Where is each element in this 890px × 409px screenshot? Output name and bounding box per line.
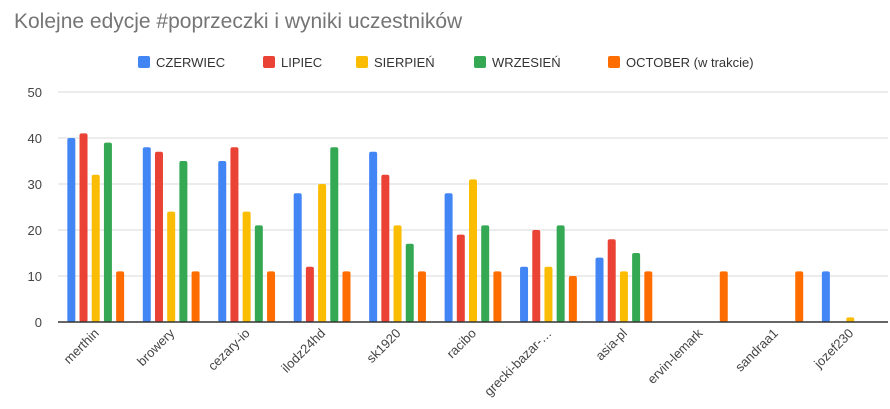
bar-czerwiec — [520, 266, 529, 322]
legend-swatch — [474, 56, 486, 68]
bar-lipiec — [154, 151, 163, 322]
chart-title: Kolejne edycje #poprzeczki i wyniki ucze… — [14, 10, 463, 33]
y-tick-label: 0 — [35, 315, 42, 330]
legend-swatch — [608, 56, 620, 68]
y-tick-label: 30 — [28, 177, 42, 192]
bar-czerwiec — [595, 257, 604, 322]
y-tick-label: 40 — [28, 131, 42, 146]
x-tick-label: cezary-io — [205, 326, 253, 374]
legend-swatch — [138, 56, 150, 68]
x-tick-label: ilodz24hd — [278, 326, 328, 376]
bar-october — [417, 271, 426, 322]
bar-october — [568, 276, 577, 322]
bar-sierpień — [846, 317, 855, 322]
legend-swatch — [356, 56, 368, 68]
x-tick-label: sandraa1 — [732, 326, 781, 375]
x-tick-label: grecki-bazar-… — [481, 326, 554, 399]
bar-wrzesień — [405, 243, 414, 322]
bar-sierpień — [619, 271, 628, 322]
bar-october — [342, 271, 351, 322]
bar-lipiec — [381, 174, 390, 322]
bar-october — [116, 271, 125, 322]
bar-sierpień — [167, 211, 176, 322]
bars-layer — [67, 133, 855, 322]
bar-sierpień — [91, 174, 100, 322]
x-tick-label: racibo — [443, 326, 479, 362]
legend-label: WRZESIEŃ — [492, 55, 561, 70]
bar-sierpień — [393, 225, 402, 322]
bar-czerwiec — [821, 271, 830, 322]
legend-label: SIERPIEŃ — [374, 55, 435, 70]
bar-lipiec — [532, 230, 541, 322]
y-tick-label: 50 — [28, 85, 42, 100]
legend-label: OCTOBER (w trakcie) — [626, 55, 754, 70]
bar-czerwiec — [218, 161, 227, 322]
bar-wrzesień — [103, 142, 112, 322]
bar-czerwiec — [293, 193, 302, 322]
x-tick-label: asia-pl — [592, 325, 630, 363]
bar-wrzesień — [330, 147, 339, 322]
bar-sierpień — [469, 179, 477, 322]
bar-czerwiec — [142, 147, 151, 322]
bar-lipiec — [305, 266, 314, 322]
bar-october — [795, 271, 804, 322]
x-tick-label: merthin — [61, 326, 102, 367]
y-tick-label: 10 — [28, 269, 42, 284]
bar-october — [267, 271, 276, 322]
bar-october — [644, 271, 653, 322]
bar-czerwiec — [444, 193, 453, 322]
bar-october — [191, 271, 200, 322]
bar-sierpień — [318, 184, 327, 322]
bar-lipiec — [230, 147, 239, 322]
bar-wrzesień — [632, 253, 641, 322]
bar-lipiec — [456, 234, 465, 322]
bar-wrzesień — [481, 225, 490, 322]
bar-lipiec — [79, 133, 88, 322]
x-tick-label: browery — [134, 325, 178, 369]
bar-october — [493, 271, 502, 322]
x-tick-label: sk1920 — [363, 326, 403, 366]
bar-october — [719, 271, 728, 322]
bar-wrzesień — [254, 225, 263, 322]
y-tick-label: 20 — [28, 223, 42, 238]
x-tick-label: ervin-lemark — [644, 325, 706, 387]
bar-sierpień — [242, 211, 251, 322]
x-tick-label: jozef230 — [810, 326, 856, 372]
legend-label: CZERWIEC — [156, 55, 225, 70]
legend-swatch — [263, 56, 275, 68]
legend-label: LIPIEC — [281, 55, 322, 70]
legend: CZERWIEC LIPIEC SIERPIEŃ WRZESIEŃ OCTOBER (w… — [138, 55, 754, 70]
bar-wrzesień — [179, 161, 188, 322]
bar-lipiec — [607, 239, 616, 322]
bar-czerwiec — [369, 151, 378, 322]
bar-czerwiec — [67, 138, 76, 322]
bar-wrzesień — [556, 225, 565, 322]
bar-sierpień — [544, 266, 553, 322]
